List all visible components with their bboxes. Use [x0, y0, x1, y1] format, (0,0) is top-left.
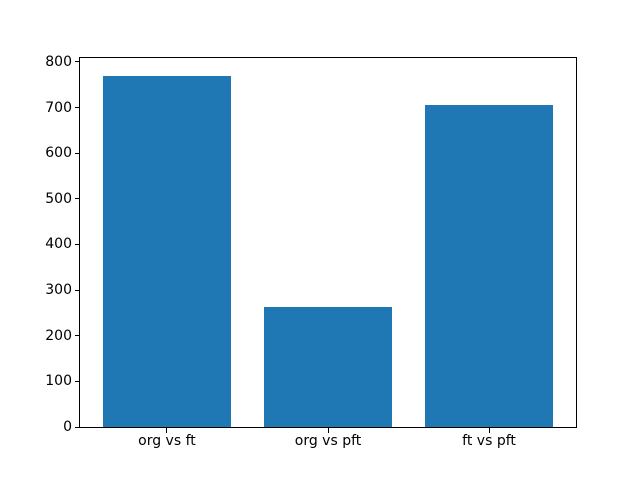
- y-tick-label: 300: [45, 282, 72, 299]
- y-tick-label: 800: [45, 53, 72, 70]
- x-tick-label: org vs pft: [294, 433, 362, 449]
- y-tick-label: 400: [45, 236, 72, 253]
- y-tick-mark: [75, 335, 80, 337]
- bar: [102, 75, 232, 427]
- bar: [424, 105, 554, 427]
- y-tick-label: 700: [45, 99, 72, 116]
- y-tick-label: 600: [45, 145, 72, 162]
- x-tick-mark: [166, 428, 168, 433]
- plot-area: [79, 57, 577, 428]
- x-tick-mark: [327, 428, 329, 433]
- bar: [263, 307, 393, 427]
- y-tick-mark: [75, 198, 80, 200]
- y-tick-mark: [75, 152, 80, 154]
- y-tick-mark: [75, 107, 80, 109]
- x-tick-label: ft vs pft: [462, 433, 516, 449]
- y-tick-label: 500: [45, 190, 72, 207]
- x-tick-label: org vs ft: [138, 433, 196, 449]
- y-tick-label: 100: [45, 373, 72, 390]
- y-tick-mark: [75, 243, 80, 245]
- y-tick-label: 200: [45, 327, 72, 344]
- y-tick-mark: [75, 289, 80, 291]
- y-tick-mark: [75, 61, 80, 63]
- y-tick-mark: [75, 380, 80, 382]
- y-tick-mark: [75, 426, 80, 428]
- y-tick-label: 0: [63, 419, 72, 435]
- x-tick-mark: [488, 428, 490, 433]
